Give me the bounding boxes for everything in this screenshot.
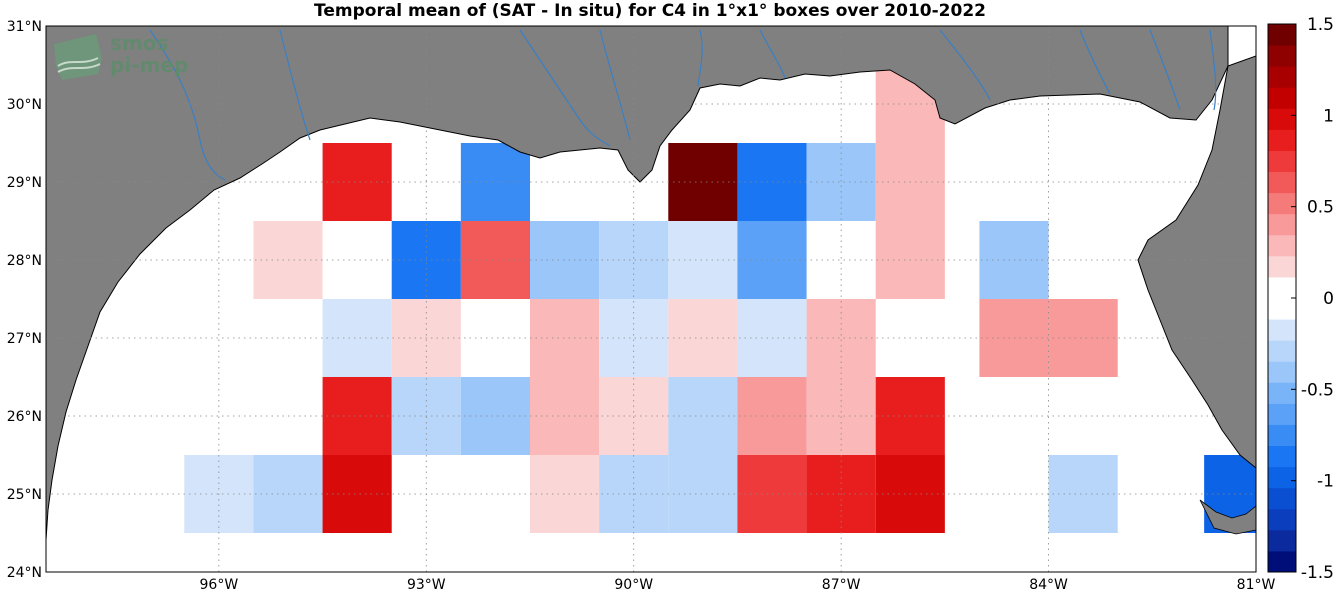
colorbar-segment <box>1268 319 1296 341</box>
colorbar <box>1267 23 1297 573</box>
x-tick-label: 93°W <box>407 577 446 593</box>
map-frame <box>45 25 1257 573</box>
colorbar-segment <box>1268 171 1296 194</box>
heat-cell <box>322 299 392 377</box>
rivers <box>149 29 1217 181</box>
land-layer <box>46 26 1256 541</box>
heat-cell <box>530 299 600 377</box>
y-tick-label: 31°N <box>7 19 42 35</box>
heat-cell <box>322 143 392 221</box>
colorbar-tick-label: 1.5 <box>1307 15 1334 35</box>
y-tick-label: 25°N <box>7 487 42 503</box>
chart-title: Temporal mean of (SAT - In situ) for C4 … <box>314 1 986 21</box>
colorbar-tick-label: 0 <box>1323 289 1334 309</box>
smos-pimep-logo: smos pi-mep <box>54 31 188 80</box>
colorbar-segment <box>1268 424 1296 447</box>
y-tick-label: 29°N <box>7 175 42 191</box>
colorbar-tick-label: -1 <box>1317 472 1334 492</box>
colorbar-segment <box>1268 108 1296 130</box>
y-tick-label: 27°N <box>7 331 42 347</box>
land-florida-keys <box>1199 499 1256 535</box>
colorbar-segment <box>1268 255 1296 278</box>
logo-text-pimep: pi-mep <box>110 53 188 77</box>
colorbar-segment <box>1268 24 1296 46</box>
heat-cell <box>460 221 530 299</box>
heat-cell <box>530 221 600 299</box>
heat-cell <box>322 455 392 533</box>
colorbar-segment <box>1268 298 1296 320</box>
colorbar-segment <box>1268 445 1296 468</box>
colorbar-tick-label: 1 <box>1323 106 1334 126</box>
colorbar-segment <box>1268 340 1296 362</box>
colorbar-segment <box>1268 361 1296 383</box>
x-tick-label: 90°W <box>614 577 653 593</box>
heat-cell <box>1048 455 1118 533</box>
colorbar-segment <box>1268 382 1296 404</box>
colorbar-segment <box>1268 87 1296 109</box>
grid-lines <box>46 26 1256 572</box>
heat-cell <box>322 377 392 455</box>
colorbar-segment <box>1268 66 1296 88</box>
heat-cell <box>460 143 530 221</box>
colorbar-segment <box>1268 234 1296 257</box>
colorbar-segment <box>1268 487 1296 510</box>
colorbar-ticks: 1.5 1 0.5 0 -0.5 -1 -1.5 <box>1291 15 1334 583</box>
heat-cell <box>1048 299 1118 377</box>
land-mainland <box>46 26 1256 469</box>
x-tick-label: 87°W <box>822 577 861 593</box>
colorbar-tick-label: -1.5 <box>1301 563 1334 583</box>
heat-cell <box>460 377 530 455</box>
x-axis-ticks: 96°W 93°W 90°W 87°W 84°W 81°W <box>200 577 1276 593</box>
colorbar-segment <box>1268 508 1296 531</box>
colorbar-segment <box>1268 403 1296 425</box>
colorbar-segment <box>1268 550 1296 573</box>
y-tick-label: 24°N <box>7 565 42 581</box>
y-tick-label: 28°N <box>7 253 42 269</box>
land-northern-coast <box>46 26 1229 541</box>
y-tick-label: 30°N <box>7 97 42 113</box>
colorbar-segment <box>1268 129 1296 151</box>
heat-cell <box>530 455 600 533</box>
y-tick-label: 26°N <box>7 409 42 425</box>
x-tick-label: 84°W <box>1029 577 1068 593</box>
x-tick-label: 96°W <box>200 577 239 593</box>
colorbar-tick-label: -0.5 <box>1301 380 1334 400</box>
colorbar-segment <box>1268 150 1296 173</box>
colorbar-segment <box>1268 192 1296 215</box>
logo-text-smos: smos <box>110 31 168 55</box>
y-axis-ticks: 24°N 25°N 26°N 27°N 28°N 29°N 30°N 31°N <box>7 19 42 581</box>
colorbar-segment <box>1268 45 1296 67</box>
colorbar-segment <box>1268 529 1296 552</box>
heat-cell <box>530 377 600 455</box>
x-tick-label: 81°W <box>1237 577 1276 593</box>
colorbar-segment <box>1268 276 1296 299</box>
colorbar-segment <box>1268 213 1296 236</box>
logo-icon-waves <box>57 57 101 73</box>
colorbar-tick-label: 0.5 <box>1307 198 1334 218</box>
colorbar-segment <box>1268 466 1296 489</box>
